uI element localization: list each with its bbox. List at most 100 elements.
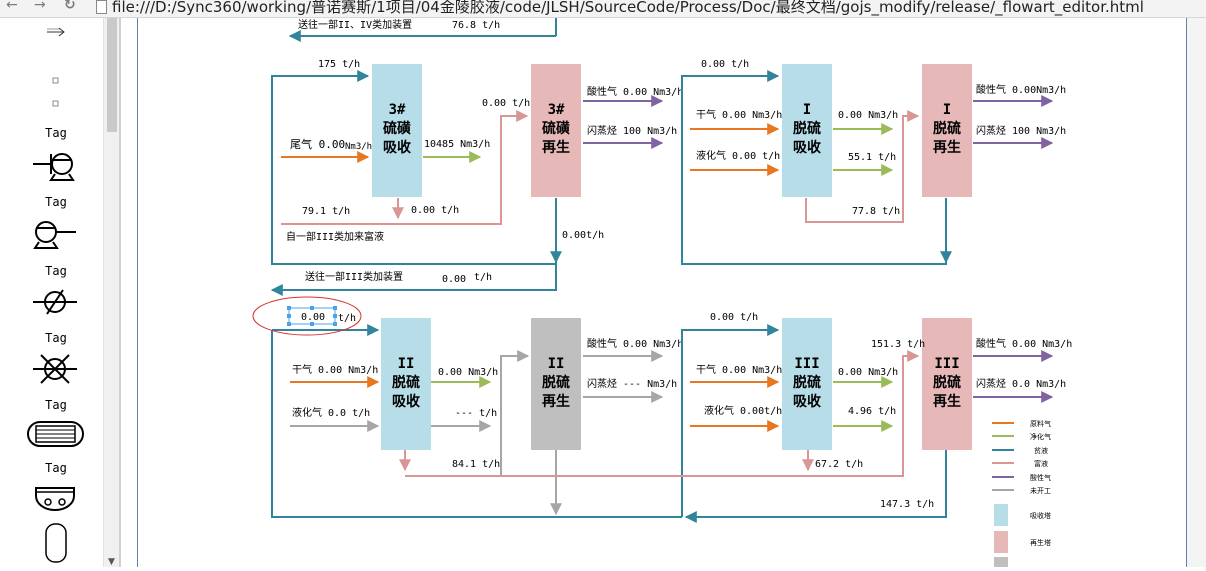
u3b-out-gas: 0.00 Nm3/h bbox=[838, 367, 898, 378]
palette-scrollbar[interactable]: ▼ bbox=[103, 18, 120, 567]
u3-flash-gas: 闪蒸烃 100 Nm3/h bbox=[587, 124, 677, 137]
palette-tag-label: Tag bbox=[45, 461, 67, 475]
u1-dry-gas: 干气 0.00 Nm3/h bbox=[696, 108, 782, 121]
u3b-acid-gas: 酸性气 0.00 Nm3/h bbox=[976, 337, 1072, 350]
u3b-lpg: 液化气 0.00t/h bbox=[704, 404, 782, 417]
arrow-left-icon[interactable]: ← bbox=[6, 0, 18, 13]
u3b-flash-gas: 闪蒸烃 0.0 Nm3/h bbox=[976, 377, 1066, 390]
address-bar[interactable]: file:///D:/Sync360/working/普诺赛斯/1项目/04金陵… bbox=[112, 0, 1144, 16]
legend-label-idle: 未开工 bbox=[1030, 486, 1051, 495]
drum-icon[interactable] bbox=[35, 487, 75, 511]
valve-cross-icon[interactable] bbox=[33, 354, 77, 384]
splitter[interactable] bbox=[119, 18, 121, 567]
legend-box-inactive bbox=[994, 557, 1008, 569]
small-square-icon[interactable] bbox=[52, 100, 59, 107]
u3-send-unit: t/h bbox=[474, 272, 492, 283]
palette-icons: Tag Tag Tag Tag Tag bbox=[27, 27, 84, 563]
u3-rich-in: 0.00 t/h bbox=[482, 98, 530, 109]
u2-flash-gas: 闪蒸烃 --- Nm3/h bbox=[587, 377, 677, 390]
u3-tail-gas: 尾气 0.00 bbox=[290, 137, 345, 151]
canvas-left-border bbox=[137, 18, 138, 567]
legend-label-lean: 贫液 bbox=[1034, 446, 1048, 455]
diagram-canvas[interactable]: 送往一部II、IV类加装置 76.8 t/h 3# 硫磺 吸收 3# 硫磺 再生… bbox=[121, 18, 1206, 569]
regenerator-3[interactable] bbox=[531, 64, 581, 197]
regenerator-2[interactable] bbox=[531, 318, 581, 450]
arrow-right-icon[interactable]: → bbox=[34, 0, 46, 13]
regenerator-3b-line2: 脱硫 bbox=[933, 374, 961, 391]
valve-slash-icon[interactable] bbox=[33, 289, 77, 315]
regenerator-1-line2: 脱硫 bbox=[933, 120, 961, 137]
regenerator-3b-line3: 再生 bbox=[933, 393, 961, 410]
top-partial-flow: 送往一部II、IV类加装置 76.8 t/h bbox=[288, 18, 557, 42]
u3-out-gas: 10485 Nm3/h bbox=[424, 139, 490, 150]
scroll-down-icon[interactable]: ▼ bbox=[108, 557, 115, 567]
u1-flash-gas: 闪蒸烃 100 Nm3/h bbox=[976, 124, 1066, 137]
u2-acid-gas: 酸性气 0.00 Nm3/h bbox=[587, 337, 683, 350]
reload-icon[interactable]: ↻ bbox=[64, 0, 76, 13]
absorber-2-line1: II bbox=[398, 356, 415, 372]
palette-tag-label: Tag bbox=[45, 126, 67, 140]
absorber-3[interactable] bbox=[372, 64, 422, 197]
u3-from-text: 自一部III类加来富液 bbox=[286, 230, 384, 243]
selected-node[interactable]: 0.00 t/h bbox=[252, 296, 362, 336]
vessel-icon[interactable] bbox=[45, 523, 67, 563]
top-partial-text: 送往一部II、IV类加装置 bbox=[298, 18, 412, 31]
palette-tag-label: Tag bbox=[45, 264, 67, 278]
u3b-regen-in: 151.3 t/h bbox=[871, 339, 925, 350]
u2-dry-gas: 干气 0.00 Nm3/h bbox=[292, 363, 378, 376]
absorber-2[interactable] bbox=[381, 318, 431, 450]
u3b-dry-gas: 干气 0.00 Nm3/h bbox=[696, 363, 782, 376]
regenerator-3-line3: 再生 bbox=[542, 139, 570, 156]
browser-toolbar: ← → ↻ file:///D:/Sync360/working/普诺赛斯/1项… bbox=[0, 0, 1206, 18]
unit-3-desulfur: III 脱硫 吸收 III 脱硫 再生 0.00 t/h 干气 0.00 Nm3… bbox=[405, 312, 1072, 523]
legend: 原料气 净化气 贫液 富液 酸性气 未开工 吸收塔 再生塔 bbox=[992, 419, 1051, 569]
pump-right-icon[interactable] bbox=[33, 221, 76, 249]
process-flow-diagram[interactable]: 送往一部II、IV类加装置 76.8 t/h 3# 硫磺 吸收 3# 硫磺 再生… bbox=[121, 18, 1206, 569]
u3-regen-out: 0.00t/h bbox=[562, 230, 604, 241]
palette-tag-label: Tag bbox=[45, 331, 67, 345]
legend-box-absorber-label: 吸收塔 bbox=[1030, 511, 1051, 520]
selected-value[interactable]: 0.00 bbox=[301, 312, 325, 323]
palette-tag-label: Tag bbox=[45, 398, 67, 412]
absorber-1-line1: I bbox=[803, 102, 811, 118]
u1-in-flow: 0.00 t/h bbox=[701, 59, 749, 70]
arrow-right-icon[interactable] bbox=[47, 27, 65, 37]
absorber-1[interactable] bbox=[782, 64, 832, 197]
top-partial-value: 76.8 t/h bbox=[452, 20, 500, 31]
regenerator-1[interactable] bbox=[922, 64, 972, 197]
u1-out-liquid: 55.1 t/h bbox=[848, 152, 896, 163]
u1-acid-gas: 酸性气 0.00Nm3/h bbox=[976, 83, 1066, 96]
legend-label-feed: 原料气 bbox=[1030, 419, 1051, 428]
selected-unit: t/h bbox=[338, 313, 356, 324]
legend-box-absorber bbox=[994, 504, 1008, 526]
canvas-right-panel[interactable] bbox=[1186, 18, 1206, 567]
small-square-icon[interactable] bbox=[52, 77, 59, 84]
absorber-3-line1: 3# bbox=[389, 102, 406, 118]
legend-label-acid: 酸性气 bbox=[1030, 473, 1051, 482]
absorber-3b-line2: 脱硫 bbox=[793, 374, 821, 391]
regenerator-3b[interactable] bbox=[922, 318, 972, 450]
pump-left-icon[interactable] bbox=[33, 153, 75, 181]
absorber-3b[interactable] bbox=[782, 318, 832, 450]
u3-acid-gas: 酸性气 0.00 Nm3/h bbox=[587, 85, 683, 98]
heat-exchanger-icon[interactable] bbox=[27, 421, 84, 447]
absorber-3b-line1: III bbox=[794, 356, 819, 372]
regenerator-1-line3: 再生 bbox=[933, 139, 961, 156]
u3-rich-out: 0.00 t/h bbox=[411, 205, 459, 216]
legend-label-rich: 富液 bbox=[1034, 459, 1048, 468]
u1-lpg: 液化气 0.00 t/h bbox=[696, 149, 780, 162]
palette-scrollbar-thumb[interactable] bbox=[107, 18, 117, 132]
legend-label-clean: 净化气 bbox=[1030, 432, 1051, 441]
u1-out-gas: 0.00 Nm3/h bbox=[838, 110, 898, 121]
legend-box-regenerator-label: 再生塔 bbox=[1030, 538, 1051, 547]
absorber-3b-line3: 吸收 bbox=[793, 393, 822, 410]
regenerator-1-line1: I bbox=[943, 102, 951, 118]
u2-rich: 84.1 t/h bbox=[452, 459, 500, 470]
absorber-1-line3: 吸收 bbox=[793, 139, 822, 156]
regenerator-2-line2: 脱硫 bbox=[542, 374, 570, 391]
u3b-rich: 67.2 t/h bbox=[815, 459, 863, 470]
absorber-3-line2: 硫磺 bbox=[383, 120, 411, 137]
unit-1-desulfur: I 脱硫 吸收 I 脱硫 再生 0.00 t/h 干气 0.00 Nm3/h 液… bbox=[681, 59, 1066, 265]
legend-box-regenerator bbox=[994, 531, 1008, 553]
u3b-out-liquid: 4.96 t/h bbox=[848, 406, 896, 417]
